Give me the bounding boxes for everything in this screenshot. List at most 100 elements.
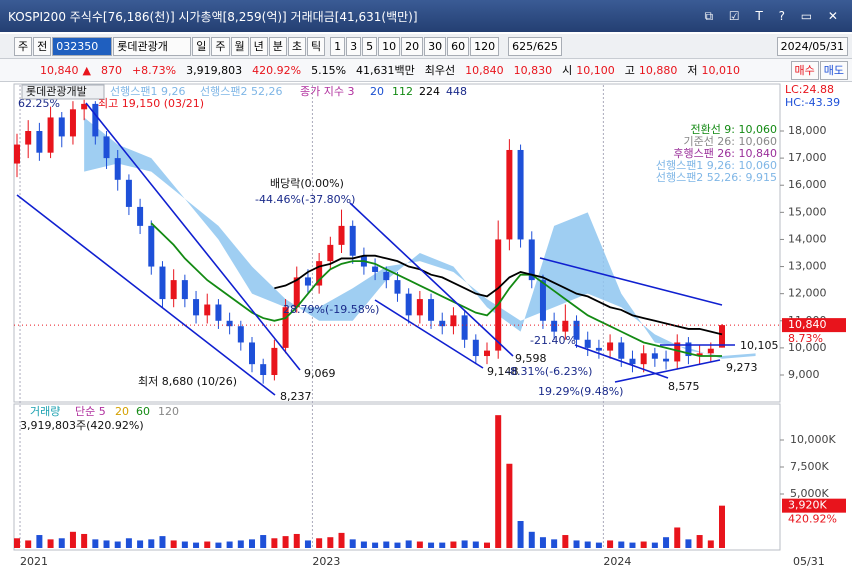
volume-bar [663,537,670,548]
annotation: -8.31%(-6.23%) [506,365,592,378]
candle-body [338,225,345,245]
toolbar-button[interactable]: 30 [424,36,447,56]
toolbar-button[interactable]: 1 [330,36,346,56]
volume-bar [282,536,289,548]
code-input[interactable]: 032350 [52,36,113,56]
candle-body [349,225,356,256]
volume-bar [338,532,345,548]
candle-body [92,103,99,137]
sell-button[interactable]: 매도 [819,60,848,80]
candle-body [663,358,670,362]
candle-body [25,130,32,145]
candle-body [215,304,222,321]
legend-item: 선행스팬1 9,26 [110,85,185,98]
volume-ratio: 420.92% [252,63,302,77]
toolbar-button[interactable]: 년 [249,36,268,56]
volume-bar [539,537,546,548]
toolbar-button[interactable]: 3 [346,36,362,56]
indicator-label: 선행스팬1 9,26: 10,060 [656,159,777,172]
volume-bar [349,539,356,548]
toolbar-button[interactable]: 60 [447,36,470,56]
stock-name[interactable]: 롯데관광개 [113,36,192,56]
annotation: 9,598 [515,352,547,365]
turnover: 5.15% [311,63,347,77]
toolbar-button[interactable]: 10 [378,36,401,56]
date-input[interactable]: 2024/05/31 [776,36,848,56]
candle-body [249,342,255,365]
toolbar-button[interactable]: 틱 [307,36,326,56]
candle-body [58,117,65,137]
low-label: 저 [687,64,698,77]
candle-body [137,206,144,226]
annotation: -44.46%(-37.80%) [255,193,355,206]
candle-body [304,277,311,286]
volume-bar [170,540,177,548]
prev-button[interactable]: 전 [33,36,52,56]
volume-bar [271,538,278,548]
volume-bar [327,537,334,548]
legend-item: 112 [392,85,413,98]
candle-body [372,266,379,272]
toolbar-button[interactable]: 120 [470,36,500,56]
trend-line [85,102,301,371]
volume-bar [405,540,412,548]
change: 870 [100,63,122,77]
candle-body [595,347,602,351]
annotation: 배당락(0.00%) [270,177,344,190]
high: 10,880 [638,63,678,77]
candle-body [405,293,412,316]
volume-bar [204,541,211,548]
window-icons[interactable]: ⧉ ☑ T ? ▭ ✕ [704,8,844,23]
volume-bar [360,541,367,548]
annotation: 8,237 [280,390,312,403]
x-tick-label: 2024 [603,555,631,568]
amount: 41,631백만 [356,64,415,77]
volume-bar [215,542,222,548]
ask: 10,840 [465,63,504,77]
y-tick-label: 10,000 [788,341,827,354]
bid: 10,830 [513,63,553,77]
volume-bar [293,533,300,548]
toolbar-button[interactable]: 20 [401,36,424,56]
annotation: 9,069 [304,367,336,380]
volume-bar [495,415,502,548]
open-label: 시 [562,64,573,77]
bar-count[interactable]: 625/625 [508,36,562,56]
quote-bar: 10,840 ▲ 870 +8.73% 3,919,803 420.92% 5.… [0,59,852,82]
price-change: 8.73% [788,332,823,345]
volume-bar [618,541,625,548]
y-tick-label: 9,000 [788,368,820,381]
title-box [21,84,105,100]
title-bar: KOSPI200 주식수[76,186(천)] 시가총액[8,259(억)] 거… [0,0,852,32]
y-tick-label: 13,000 [788,260,827,273]
candle-body [316,261,323,286]
toolbar-button[interactable]: 일 [192,36,211,56]
candle-body [719,325,725,348]
candle-body [517,149,524,240]
toolbar-button[interactable]: 월 [230,36,249,56]
volume-bar [92,539,99,548]
candle-body [170,280,177,300]
volume-bar [685,539,692,548]
toolbar-button[interactable]: 분 [268,36,287,56]
volume-bar [416,541,423,548]
volume-bar [607,540,614,548]
toolbar-button[interactable]: 주 [211,36,230,56]
legend-item: 120 [158,405,179,418]
volume-bar [461,540,468,548]
toolbar-button[interactable]: 5 [362,36,378,56]
interval-buttons: 1 3 5 10 20 30 60 120 [330,36,500,56]
volume: 3,919,803 [186,63,243,77]
buy-button[interactable]: 매수 [790,60,819,80]
arrow: ▲ [82,63,91,77]
volume-title: 거래량 [30,405,60,418]
volume-ratio: 420.92% [788,513,837,526]
y-tick-label: 10,000K [790,433,836,446]
toolbar-button[interactable]: 초 [287,36,306,56]
moving-average [274,254,723,336]
candle-body [114,158,121,180]
candle-body [495,239,502,351]
market-select[interactable]: 주 [14,36,33,56]
